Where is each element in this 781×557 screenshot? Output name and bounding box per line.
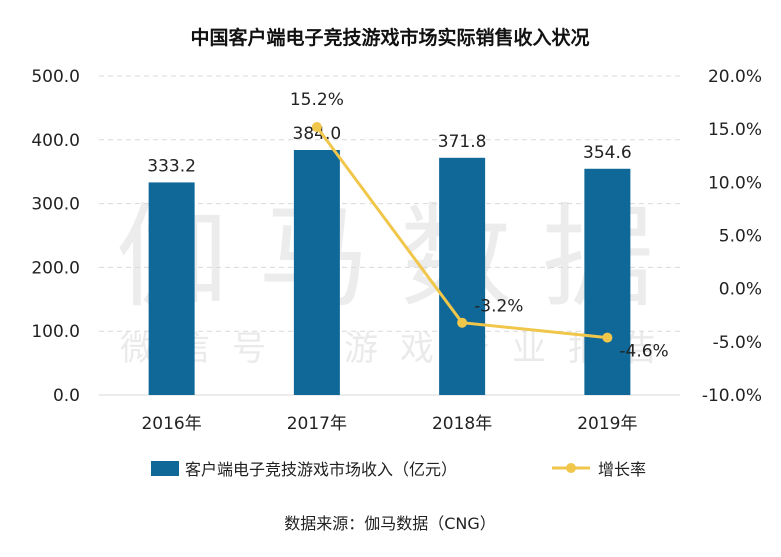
left-axis-tick-label: 300.0 [31,195,80,215]
line-point [457,317,468,328]
chart-title: 中国客户端电子竞技游戏市场实际销售收入状况 [190,26,589,49]
right-axis-tick-label: 10.0% [708,173,762,193]
line-point [311,122,322,133]
line-data-label: -3.2% [474,297,523,317]
right-axis-tick-label: 0.0% [719,280,762,300]
left-axis-tick-label: 100.0 [31,322,80,342]
category-label: 2016年 [141,414,201,434]
category-label: 2017年 [287,414,347,434]
bar [148,182,195,395]
bar-data-label: 384.0 [293,124,342,144]
category-label: 2018年 [432,414,492,434]
bar-data-label: 354.6 [583,143,632,163]
bar-data-labels: 333.2 384.0 371.8 354.6 [147,124,631,176]
left-axis-tick-label: 400.0 [31,131,80,151]
source-note: 数据来源：伽马数据（CNG） [284,514,496,533]
right-axis-ticks: 20.0% 15.0% 10.0% 5.0% 0.0% -5.0% -10.0% [702,67,762,406]
legend-line-marker [566,463,576,473]
line-series [311,122,613,343]
legend-bar-swatch [151,461,179,476]
line-data-labels: 15.2% -3.2% -4.6% [290,90,669,362]
line-data-label: -4.6% [619,342,668,362]
line-point [602,332,613,343]
left-axis-tick-label: 500.0 [31,67,80,87]
left-axis-tick-label: 0.0 [53,386,80,406]
right-axis-tick-label: -10.0% [702,386,762,406]
bar-series [148,150,631,395]
gridlines [99,75,680,396]
bar [293,150,340,395]
watermark: 伽马数据 微信号：游戏产业报告 [116,193,684,369]
category-label: 2019年 [577,414,637,434]
bar-data-label: 333.2 [147,156,196,176]
right-axis-tick-label: 5.0% [719,227,762,247]
legend: 客户端电子竞技游戏市场收入（亿元） 增长率 [151,460,646,479]
right-axis-tick-label: 15.0% [708,120,762,140]
bar [584,168,631,395]
line-data-label: 15.2% [290,90,344,110]
watermark-subtitle: 微信号：游戏产业报告 [120,329,680,369]
left-axis-tick-label: 200.0 [31,258,80,278]
right-axis-tick-label: -5.0% [713,333,762,353]
legend-bar-label: 客户端电子竞技游戏市场收入（亿元） [185,460,457,479]
category-axis-labels: 2016年 2017年 2018年 2019年 [141,414,637,434]
legend-line-label: 增长率 [598,460,646,479]
bar-data-label: 371.8 [438,132,487,152]
left-axis-ticks: 500.0 400.0 300.0 200.0 100.0 0.0 [31,67,80,406]
watermark-brand: 伽马数据 [116,193,684,323]
bar [439,157,486,395]
right-axis-tick-label: 20.0% [708,67,762,87]
